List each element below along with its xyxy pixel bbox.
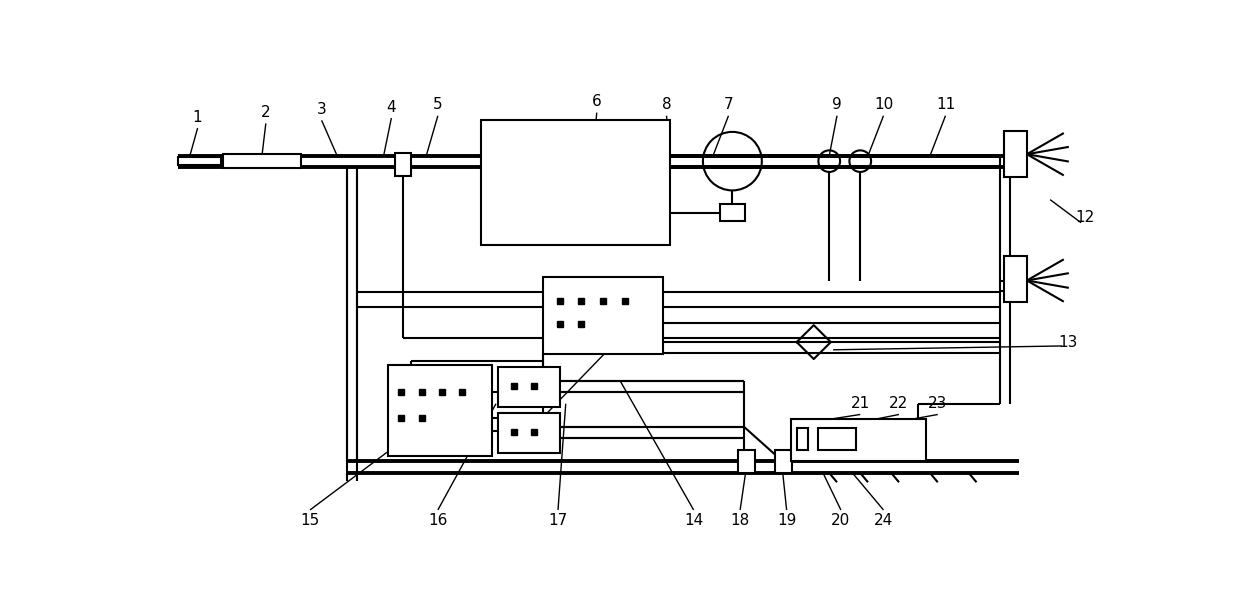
Text: 15: 15 (300, 513, 320, 528)
Bar (791, 419, 926, 462)
Bar (775, 450, 792, 473)
Text: 8: 8 (662, 97, 671, 113)
Text: 20: 20 (831, 513, 851, 528)
Text: 13: 13 (1058, 335, 1078, 350)
Text: 10: 10 (874, 97, 893, 113)
Bar (1003, 131, 1027, 177)
Bar (543, 276, 662, 354)
Bar (797, 428, 807, 450)
Bar (481, 120, 671, 245)
Text: 9: 9 (832, 97, 842, 113)
Text: 19: 19 (777, 513, 796, 528)
Text: 7: 7 (724, 97, 733, 113)
Bar (498, 413, 560, 453)
Text: 11: 11 (936, 97, 955, 113)
Bar (387, 365, 492, 456)
Text: 4: 4 (387, 100, 397, 115)
Text: 1: 1 (192, 110, 202, 125)
Bar (223, 154, 300, 168)
Text: 21: 21 (851, 396, 870, 411)
Bar (498, 367, 560, 407)
Bar (1003, 256, 1027, 302)
Text: 23: 23 (928, 396, 947, 411)
Text: 3: 3 (316, 102, 326, 117)
Text: 12: 12 (1075, 210, 1095, 225)
Text: 18: 18 (730, 513, 750, 528)
Bar (179, 157, 221, 165)
Bar (817, 428, 857, 450)
Text: 14: 14 (684, 513, 703, 528)
Text: 24: 24 (874, 513, 893, 528)
Text: 22: 22 (889, 396, 909, 411)
Bar (396, 152, 410, 176)
Text: 16: 16 (428, 513, 448, 528)
Text: 17: 17 (548, 513, 568, 528)
Bar (738, 450, 755, 473)
Text: 6: 6 (591, 94, 601, 110)
Text: 5: 5 (433, 97, 443, 113)
Text: 2: 2 (260, 105, 270, 120)
Bar (720, 204, 745, 221)
